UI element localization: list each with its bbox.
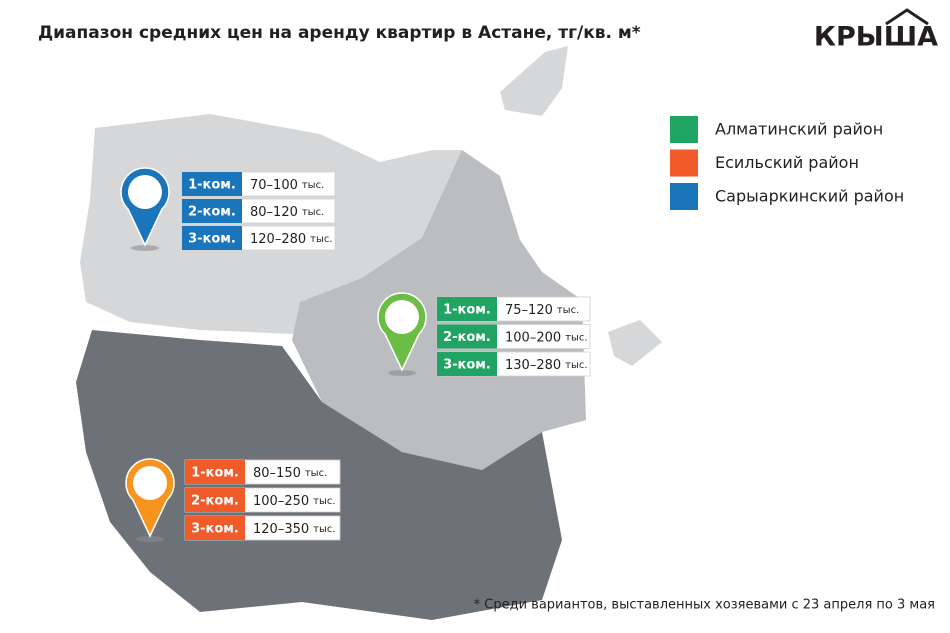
legend-swatch — [670, 149, 698, 177]
price-range: 70–100 — [250, 178, 298, 193]
small-district — [608, 320, 662, 366]
price-panel: 1-ком. 75–120 тыс. 2-ком. 100–200 тыс. 3-ком. 1… — [377, 292, 591, 377]
price-panel: 1-ком. 70–100 тыс. 2-ком. 80–120 тыс. 3-ком. 12… — [120, 167, 336, 251]
price-text: 75–120 тыс. — [505, 303, 579, 318]
pin-center — [133, 466, 167, 500]
price-range: 75–120 — [505, 303, 553, 318]
logo-roof — [885, 8, 929, 26]
price-text: 80–150 тыс. — [253, 466, 327, 481]
pin-shadow — [388, 370, 416, 376]
price-range: 100–250 — [253, 494, 309, 509]
legend: Алматинский район Есильский район Сарыарки… — [670, 116, 904, 210]
price-text: 100–250 тыс. — [253, 494, 336, 509]
legend-swatch — [670, 183, 698, 210]
room-label: 1-ком. — [191, 466, 239, 481]
price-text: 120–280 тыс. — [250, 232, 333, 247]
price-text: 70–100 тыс. — [250, 178, 324, 193]
room-label: 3-ком. — [191, 522, 239, 537]
price-range: 120–350 — [253, 522, 309, 537]
room-label: 1-ком. — [443, 303, 491, 318]
price-unit: тыс. — [565, 333, 587, 344]
price-range: 80–120 — [250, 205, 298, 220]
row-label-cell — [185, 516, 245, 540]
price-unit: тыс. — [565, 360, 587, 371]
legend-label: Есильский район — [715, 153, 859, 172]
room-label: 2-ком. — [191, 494, 239, 509]
price-unit: тыс. — [305, 468, 327, 479]
price-text: 80–120 тыс. — [250, 205, 324, 220]
island-district — [500, 46, 568, 116]
row-label-cell — [437, 352, 497, 376]
legend-swatch — [670, 116, 698, 143]
row-label-cell — [185, 460, 245, 484]
room-label: 3-ком. — [188, 232, 236, 247]
legend-label: Сарыаркинский район — [715, 187, 904, 206]
price-unit: тыс. — [302, 180, 324, 191]
row-label-cell — [182, 199, 242, 223]
room-label: 3-ком. — [443, 358, 491, 373]
pin-center — [385, 300, 419, 334]
row-label-cell — [182, 226, 242, 250]
row-label-cell — [437, 324, 497, 349]
price-panels: 1-ком. 70–100 тыс. 2-ком. 80–120 тыс. 3-ком. 12… — [120, 167, 591, 542]
logo: КРЫША — [814, 8, 938, 53]
row-label-cell — [437, 297, 497, 321]
pin-shadow — [131, 245, 159, 251]
price-unit: тыс. — [310, 234, 332, 245]
price-text: 120–350 тыс. — [253, 522, 336, 537]
price-unit: тыс. — [557, 305, 579, 316]
price-text: 130–280 тыс. — [505, 358, 588, 373]
room-label: 1-ком. — [188, 178, 236, 193]
price-range: 80–150 — [253, 466, 301, 481]
pin-shadow — [136, 536, 164, 542]
price-unit: тыс. — [313, 496, 335, 507]
price-unit: тыс. — [313, 524, 335, 535]
room-label: 2-ком. — [443, 330, 491, 345]
price-range: 130–280 — [505, 358, 561, 373]
title: Диапазон средних цен на аренду квартир в… — [38, 23, 641, 43]
price-unit: тыс. — [302, 207, 324, 218]
logo-text: КРЫША — [814, 22, 938, 53]
footnote: * Среди вариантов, выставленных хозяевам… — [474, 598, 935, 613]
row-label-cell — [182, 172, 242, 196]
price-range: 100–200 — [505, 330, 561, 345]
legend-label: Алматинский район — [715, 120, 883, 139]
price-range: 120–280 — [250, 232, 306, 247]
row-label-cell — [185, 488, 245, 512]
room-label: 2-ком. — [188, 205, 236, 220]
price-panel: 1-ком. 80–150 тыс. 2-ком. 100–250 тыс. 3-ком. 1… — [125, 458, 341, 542]
price-text: 100–200 тыс. — [505, 330, 588, 345]
pin-center — [128, 175, 162, 209]
